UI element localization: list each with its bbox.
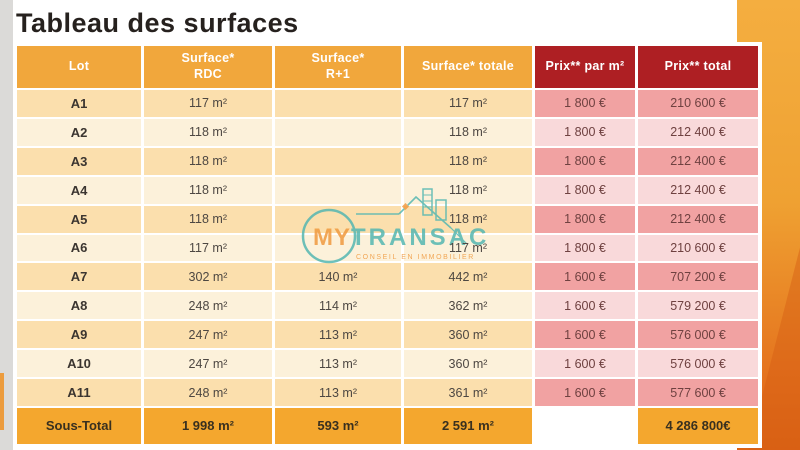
table-cell-prix-total: 212 400 € — [638, 205, 758, 233]
table-cell-lot: A4 — [17, 176, 141, 204]
table-cell-surface-rdc: 118 m² — [144, 147, 272, 175]
col-header-prix-total: Prix** total — [638, 46, 758, 88]
table-cell-surface-totale: 360 m² — [404, 350, 532, 378]
table-cell-surface-rdc: 248 m² — [144, 292, 272, 320]
table-cell-prix-total: 212 400 € — [638, 147, 758, 175]
table-cell-surface-rdc: 118 m² — [144, 205, 272, 233]
col-header-prix-m2: Prix** par m² — [535, 46, 635, 88]
table-cell-surface-r1 — [275, 234, 401, 262]
table-cell-prix-m2: 1 800 € — [535, 147, 635, 175]
table-cell-surface-totale: 362 m² — [404, 292, 532, 320]
table-cell-surface-rdc: 117 m² — [144, 234, 272, 262]
table-cell-surface-r1 — [275, 90, 401, 117]
table-cell-surface-totale: 118 m² — [404, 205, 532, 233]
table-cell-surface-totale: 117 m² — [404, 234, 532, 262]
table-cell-prix-total: 707 200 € — [638, 263, 758, 291]
table-cell-surface-r1 — [275, 205, 401, 233]
col-header-surface-totale: Surface* totale — [404, 46, 532, 88]
table-cell-prix-m2: 1 600 € — [535, 263, 635, 291]
table-cell-prix-total: 212 400 € — [638, 118, 758, 146]
table-cell-surface-totale: 442 m² — [404, 263, 532, 291]
table-cell-surface-r1: 114 m² — [275, 292, 401, 320]
table-cell-surface-rdc: 247 m² — [144, 350, 272, 378]
table-cell-prix-m2: 1 600 € — [535, 321, 635, 349]
table-cell-surface-rdc: 247 m² — [144, 321, 272, 349]
footer-rdc-total: 1 998 m² — [144, 407, 272, 444]
table-cell-surface-r1: 113 m² — [275, 379, 401, 406]
table-cell-prix-m2: 1 800 € — [535, 205, 635, 233]
table-cell-surface-rdc: 118 m² — [144, 118, 272, 146]
table-cell-prix-total: 576 000 € — [638, 321, 758, 349]
table-cell-surface-totale: 118 m² — [404, 147, 532, 175]
left-orange-sliver — [0, 373, 4, 430]
left-edge-strip — [0, 0, 13, 450]
table-cell-surface-rdc: 248 m² — [144, 379, 272, 406]
page-title: Tableau des surfaces — [16, 8, 299, 38]
table-cell-prix-total: 210 600 € — [638, 234, 758, 262]
table-cell-lot: A6 — [17, 234, 141, 262]
table-cell-surface-r1 — [275, 118, 401, 146]
footer-prix-m2-blank — [535, 407, 635, 444]
table-cell-surface-r1: 113 m² — [275, 350, 401, 378]
table-cell-surface-totale: 360 m² — [404, 321, 532, 349]
table-cell-surface-rdc: 302 m² — [144, 263, 272, 291]
surfaces-table: Lot Surface* RDC Surface* R+1 Surface* t… — [13, 42, 762, 448]
table-cell-prix-total: 577 600 € — [638, 379, 758, 406]
footer-prix-grand-total: 4 286 800€ — [638, 407, 758, 444]
table-cell-lot: A7 — [17, 263, 141, 291]
table-cell-surface-totale: 118 m² — [404, 176, 532, 204]
col-header-surface-rdc: Surface* RDC — [144, 46, 272, 88]
table-cell-prix-m2: 1 600 € — [535, 292, 635, 320]
table-cell-lot: A5 — [17, 205, 141, 233]
table-cell-lot: A1 — [17, 90, 141, 117]
table-cell-surface-r1 — [275, 176, 401, 204]
table-cell-prix-total: 576 000 € — [638, 350, 758, 378]
table-cell-prix-total: 212 400 € — [638, 176, 758, 204]
table-cell-prix-m2: 1 800 € — [535, 234, 635, 262]
table-cell-lot: A2 — [17, 118, 141, 146]
table-cell-lot: A3 — [17, 147, 141, 175]
surfaces-table-grid: Lot Surface* RDC Surface* R+1 Surface* t… — [17, 46, 758, 444]
table-cell-prix-m2: 1 800 € — [535, 118, 635, 146]
table-cell-prix-m2: 1 800 € — [535, 90, 635, 117]
table-cell-surface-totale: 117 m² — [404, 90, 532, 117]
footer-r1-total: 593 m² — [275, 407, 401, 444]
table-cell-surface-totale: 361 m² — [404, 379, 532, 406]
table-cell-lot: A9 — [17, 321, 141, 349]
table-cell-lot: A11 — [17, 379, 141, 406]
table-cell-prix-m2: 1 600 € — [535, 379, 635, 406]
col-header-lot: Lot — [17, 46, 141, 88]
table-cell-surface-r1: 140 m² — [275, 263, 401, 291]
table-cell-prix-total: 579 200 € — [638, 292, 758, 320]
table-cell-prix-m2: 1 600 € — [535, 350, 635, 378]
table-cell-surface-rdc: 117 m² — [144, 90, 272, 117]
footer-label: Sous-Total — [17, 407, 141, 444]
table-cell-surface-r1 — [275, 147, 401, 175]
table-cell-lot: A8 — [17, 292, 141, 320]
footer-surface-total: 2 591 m² — [404, 407, 532, 444]
table-cell-prix-m2: 1 800 € — [535, 176, 635, 204]
col-header-surface-r1: Surface* R+1 — [275, 46, 401, 88]
table-cell-prix-total: 210 600 € — [638, 90, 758, 117]
table-cell-surface-rdc: 118 m² — [144, 176, 272, 204]
table-cell-surface-totale: 118 m² — [404, 118, 532, 146]
table-cell-surface-r1: 113 m² — [275, 321, 401, 349]
table-cell-lot: A10 — [17, 350, 141, 378]
